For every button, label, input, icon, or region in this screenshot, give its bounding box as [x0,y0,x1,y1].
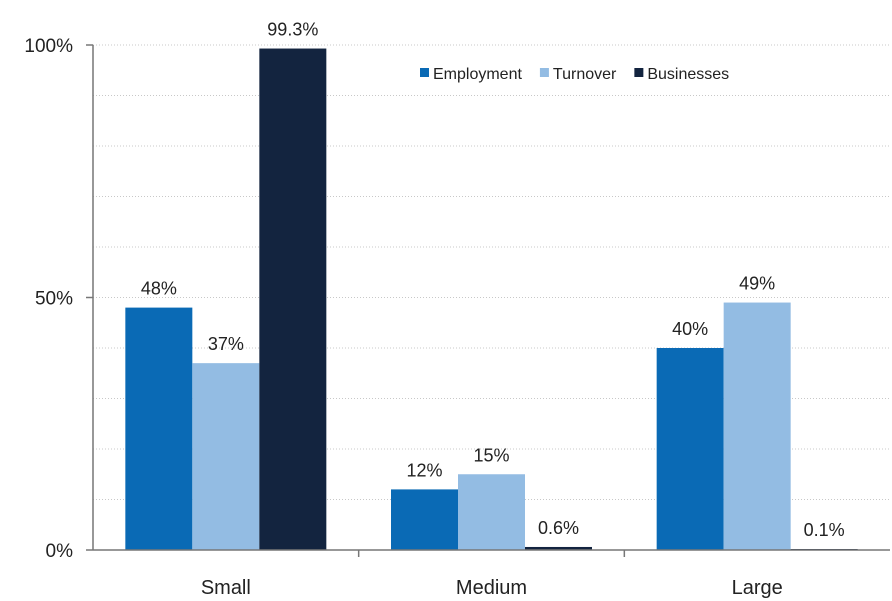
legend-label-turnover: Turnover [553,66,617,83]
data-label-turnover-small: 37% [208,334,244,354]
bar-turnover-large [723,302,791,550]
legend-swatch-businesses [634,68,644,77]
legend-label-businesses: Businesses [647,66,729,83]
axes [86,44,890,557]
y-tick-label: 0% [46,541,74,562]
data-label-employment-small: 48% [141,279,177,299]
category-label-medium: Medium [456,577,527,599]
y-tick-label: 50% [35,289,73,310]
legend: Employment Turnover Businesses [420,66,729,83]
legend-swatch-turnover [539,68,549,77]
bar-employment-large [656,348,724,550]
bar-turnover-medium [458,474,525,550]
bar-businesses-medium [525,546,592,550]
y-tick-label: 100% [24,36,73,57]
data-label-businesses-small: 99.3% [267,20,318,40]
data-label-employment-large: 40% [672,319,708,339]
legend-label-employment: Employment [433,66,522,83]
data-label-employment-medium: 12% [406,460,442,480]
bar-turnover-small [192,363,260,550]
data-label-turnover-medium: 15% [473,445,509,465]
category-label-small: Small [201,577,251,599]
category-label-large: Large [732,577,783,599]
legend-swatch-employment [420,68,429,77]
data-label-businesses-medium: 0.6% [538,518,579,538]
labels: 0% 50% 100% Small 48% 37% 99.3% Medium 12% 15% 0.6… [24,20,844,599]
data-label-businesses-large: 0.1% [804,520,845,540]
bar-employment-small [125,307,193,550]
bar-businesses-small [259,48,327,550]
bar-employment-medium [391,489,458,550]
bars [125,48,858,550]
data-label-turnover-large: 49% [739,274,775,294]
